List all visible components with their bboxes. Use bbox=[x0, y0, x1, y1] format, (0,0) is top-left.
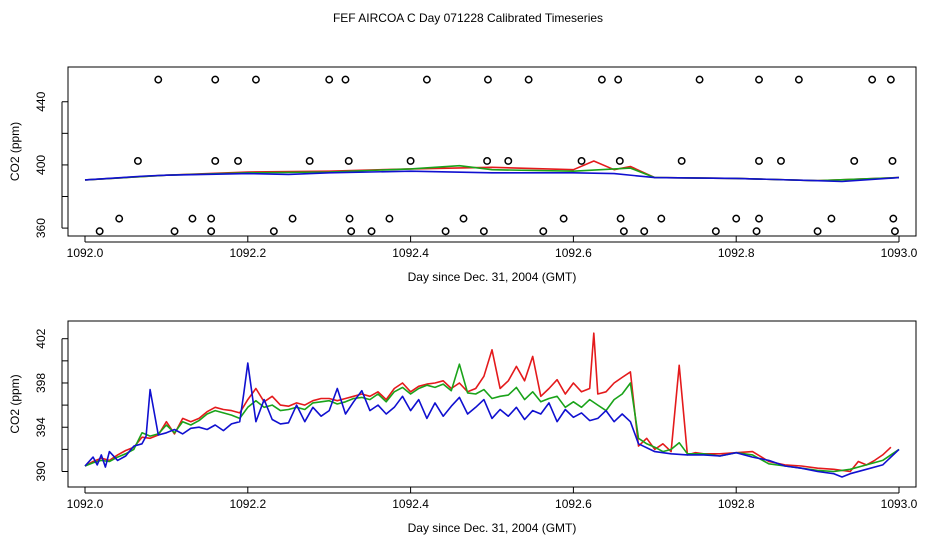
outlier-point bbox=[616, 214, 625, 223]
outlier-point bbox=[305, 157, 314, 165]
y-axis-label: CO2 (ppm) bbox=[8, 374, 22, 433]
outlier-point bbox=[385, 214, 394, 223]
outlier-point bbox=[850, 157, 859, 165]
outlier-point bbox=[614, 75, 623, 84]
series-line-red bbox=[84, 160, 900, 182]
plot-frame bbox=[67, 320, 917, 488]
outlier-point bbox=[269, 227, 278, 236]
bottom-panel: 1092.0 1092.2 1092.4 1092.6 1092.8 1093.0 Day … bbox=[8, 320, 918, 535]
outlier-point bbox=[459, 214, 468, 223]
plot-frame bbox=[67, 66, 917, 237]
series-line-green bbox=[84, 363, 900, 473]
outlier-point bbox=[597, 75, 606, 84]
y-tick-label: 394 bbox=[34, 417, 48, 437]
x-tick-label: 1093.0 bbox=[881, 246, 918, 260]
x-tick-label: 1092.8 bbox=[718, 246, 755, 260]
outlier-point bbox=[345, 214, 354, 223]
outlier-point bbox=[207, 214, 216, 223]
y-tick-label: 402 bbox=[34, 328, 48, 348]
y-tick-label: 400 bbox=[34, 155, 48, 175]
outlier-point bbox=[813, 227, 822, 236]
x-tick-label: 1092.2 bbox=[229, 246, 266, 260]
outlier-point bbox=[341, 75, 350, 84]
series-line-red bbox=[84, 332, 892, 473]
x-axis-label: Day since Dec. 31, 2004 (GMT) bbox=[408, 270, 577, 284]
outlier-point bbox=[188, 214, 197, 223]
outlier-point bbox=[695, 75, 704, 84]
y-tick-label: 440 bbox=[34, 91, 48, 111]
outlier-point bbox=[640, 227, 649, 236]
outlier-point bbox=[755, 75, 763, 84]
outlier-point bbox=[347, 227, 356, 236]
outlier-point bbox=[211, 157, 220, 165]
outlier-point bbox=[234, 157, 242, 165]
y-tick-label: 398 bbox=[34, 373, 48, 393]
x-tick-label: 1092.8 bbox=[718, 497, 755, 511]
chart-title: FEF AIRCOA C Day 071228 Calibrated Times… bbox=[333, 11, 603, 25]
outlier-point bbox=[732, 214, 741, 223]
x-tick-label: 1092.6 bbox=[555, 246, 592, 260]
outlier-point bbox=[777, 157, 785, 165]
outlier-point bbox=[890, 227, 899, 236]
outlier-point bbox=[483, 157, 492, 165]
outlier-point bbox=[367, 227, 376, 236]
outlier-point bbox=[483, 75, 492, 84]
outlier-point bbox=[619, 227, 628, 236]
series-line-blue bbox=[84, 362, 900, 478]
outlier-point bbox=[755, 214, 763, 223]
outlier-point bbox=[95, 227, 104, 236]
outlier-point bbox=[154, 75, 163, 84]
outlier-point bbox=[207, 227, 216, 236]
outlier-point bbox=[889, 214, 898, 223]
outlier-point bbox=[251, 75, 260, 84]
outlier-point bbox=[524, 75, 533, 84]
outlier-point bbox=[479, 227, 488, 236]
outlier-point bbox=[827, 214, 836, 223]
outlier-point bbox=[752, 227, 761, 236]
y-tick-label: 360 bbox=[34, 218, 48, 238]
outlier-point bbox=[441, 227, 450, 236]
outlier-point bbox=[615, 157, 624, 165]
outlier-point bbox=[755, 157, 763, 165]
x-tick-label: 1092.0 bbox=[67, 246, 104, 260]
series-line-blue bbox=[84, 170, 900, 183]
outlier-point bbox=[577, 157, 586, 165]
outlier-point bbox=[657, 214, 666, 223]
x-axis-label: Day since Dec. 31, 2004 (GMT) bbox=[408, 521, 577, 535]
outlier-point bbox=[406, 157, 415, 165]
x-tick-label: 1093.0 bbox=[881, 497, 918, 511]
x-tick-label: 1092.6 bbox=[555, 497, 592, 511]
x-tick-label: 1092.4 bbox=[392, 246, 429, 260]
outlier-point bbox=[886, 75, 895, 84]
outlier-point bbox=[677, 157, 686, 165]
outlier-point bbox=[794, 75, 803, 84]
outlier-point bbox=[344, 157, 353, 165]
outlier-point bbox=[539, 227, 548, 236]
x-tick-label: 1092.0 bbox=[67, 497, 104, 511]
x-tick-label: 1092.4 bbox=[392, 497, 429, 511]
outlier-point bbox=[211, 75, 220, 84]
outlier-point bbox=[711, 227, 720, 236]
y-axis-label: CO2 (ppm) bbox=[8, 122, 22, 181]
outlier-point bbox=[133, 157, 142, 165]
outlier-point bbox=[170, 227, 179, 236]
outlier-point bbox=[888, 157, 897, 165]
outlier-point bbox=[115, 214, 124, 223]
y-tick-label: 390 bbox=[34, 461, 48, 481]
outlier-point bbox=[288, 214, 297, 223]
outlier-point bbox=[325, 75, 334, 84]
top-panel: 1092.0 1092.2 1092.4 1092.6 1092.8 1093.0 Day … bbox=[8, 66, 918, 284]
x-tick-label: 1092.2 bbox=[229, 497, 266, 511]
outlier-point bbox=[559, 214, 568, 223]
outlier-point bbox=[504, 157, 513, 165]
outlier-point bbox=[422, 75, 431, 84]
outlier-point bbox=[868, 75, 877, 84]
